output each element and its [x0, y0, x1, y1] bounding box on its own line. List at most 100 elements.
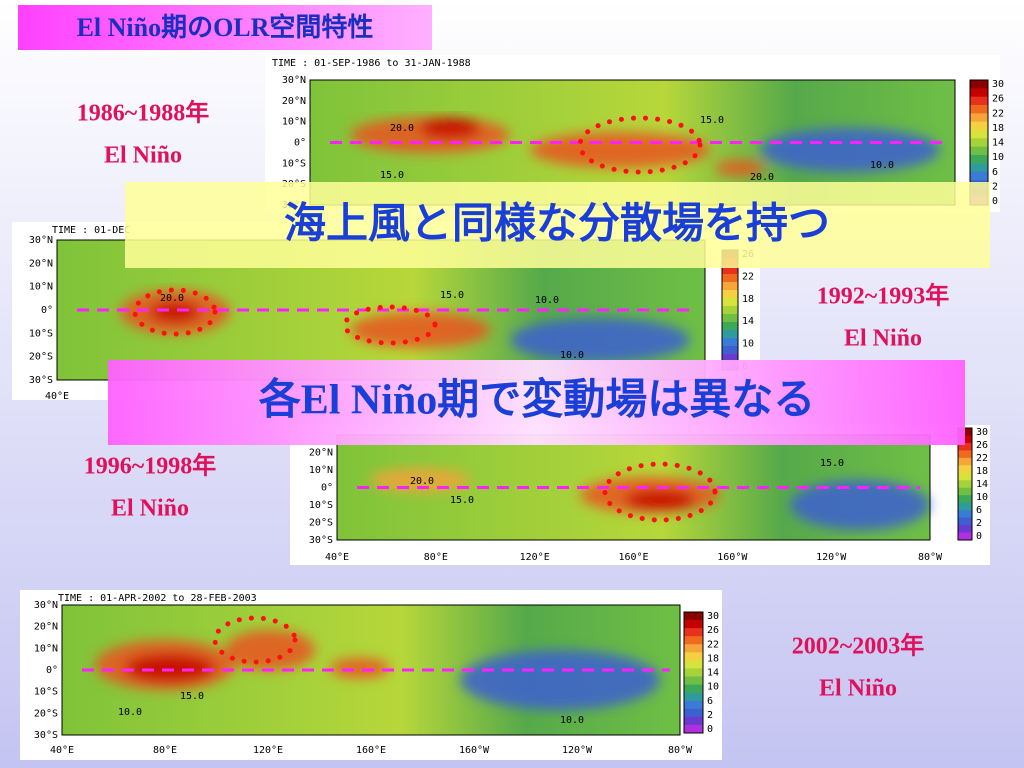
contour-label: 15.0 — [380, 170, 404, 181]
colorbar-cell — [958, 532, 972, 541]
colorbar-label: 10 — [992, 152, 1004, 163]
colorbar-cell — [958, 517, 972, 526]
colorbar-cell — [684, 700, 703, 710]
contour-label: 10.0 — [870, 160, 894, 171]
colorbar-label: 22 — [976, 453, 988, 464]
lat-label: 20°N — [282, 96, 306, 107]
colorbar-cell — [958, 487, 972, 496]
contour-label: 10.0 — [118, 707, 142, 718]
lat-label: 0° — [46, 665, 58, 676]
colorbar-cell — [684, 612, 703, 621]
colorbar-label: 22 — [742, 271, 754, 282]
olr-blob — [510, 318, 690, 362]
lat-label: 0° — [321, 483, 333, 494]
colorbar-label: 22 — [992, 108, 1004, 119]
slide-title: El Niño期のOLR空間特性 — [77, 12, 374, 42]
olr-blob — [225, 630, 315, 670]
colorbar-cell — [684, 628, 703, 637]
colorbar-cell — [970, 171, 988, 181]
contour-label: 10.0 — [535, 295, 559, 306]
colorbar-cell — [958, 450, 972, 459]
colorbar-cell — [970, 80, 988, 89]
olr-blob — [760, 128, 940, 172]
colorbar-cell — [958, 510, 972, 519]
colorbar-label: 30 — [707, 611, 719, 622]
period-label: 1996~1998年 — [84, 452, 216, 480]
colorbar-label: 26 — [707, 625, 719, 636]
colorbar-label: 6 — [992, 167, 998, 178]
map-blobs — [120, 290, 690, 362]
lat-label: 20°S — [29, 352, 53, 363]
colorbar-cell — [722, 266, 738, 275]
lat-label: 0° — [41, 305, 53, 316]
colorbar-cell — [684, 684, 703, 694]
lat-label: 10°N — [29, 282, 53, 293]
lon-label: 80°E — [424, 552, 448, 563]
colorbar-cell — [684, 660, 703, 669]
colorbar-label: 2 — [992, 181, 998, 192]
lat-label: 30°N — [29, 235, 53, 246]
colorbar-cell — [970, 146, 988, 156]
colorbar-cell — [958, 495, 972, 504]
lat-label: 10°N — [309, 465, 333, 476]
colorbar-cell — [722, 346, 738, 355]
colorbar-border — [683, 611, 704, 734]
colorbar-cell — [684, 644, 703, 653]
period-label: 1992~1993年 — [817, 282, 949, 310]
colorbar-cell — [684, 716, 703, 726]
colorbar-cell — [684, 708, 703, 718]
map-panel: TIME : 01-APR-2002 to 28-FEB-200330°N20°… — [20, 590, 722, 760]
colorbar-cell — [722, 282, 738, 291]
colorbar-cell — [958, 465, 972, 474]
olr-blob — [350, 312, 490, 348]
contour-label: 15.0 — [450, 495, 474, 506]
contour-label: 15.0 — [440, 290, 464, 301]
lat-label: 30°S — [29, 375, 53, 386]
colorbar-cell — [722, 330, 738, 339]
highlight-ring — [577, 115, 703, 175]
event-label: El Niño — [819, 676, 897, 702]
colorbar-cell — [970, 113, 988, 123]
lon-label: 80°W — [668, 745, 693, 756]
lon-label: 120°W — [562, 745, 593, 756]
colorbar-label: 10 — [707, 682, 719, 693]
colorbar-cell — [722, 290, 738, 299]
lon-label: 120°W — [816, 552, 847, 563]
colorbar-label: 14 — [742, 316, 754, 327]
lon-label: 80°E — [153, 745, 177, 756]
contour-label: 15.0 — [180, 691, 204, 702]
colorbar-cell — [970, 130, 988, 139]
contour-label: 20.0 — [410, 476, 434, 487]
lon-label: 80°W — [918, 552, 943, 563]
colorbar-label: 18 — [992, 123, 1004, 134]
colorbar-label: 0 — [976, 531, 982, 542]
lon-label: 160°E — [618, 552, 648, 563]
colorbar-label: 10 — [976, 492, 988, 503]
colorbar-cell — [684, 676, 703, 686]
colorbar-label: 26 — [992, 94, 1004, 105]
colorbar-label: 30 — [992, 79, 1004, 90]
map-panel: TIME : 01-SEP-1986 to 31-JAN-198830°N20°… — [265, 55, 1004, 212]
overlay-box — [125, 182, 990, 268]
lat-label: 10°S — [29, 328, 53, 339]
lon-label: 160°W — [717, 552, 748, 563]
map-border — [61, 604, 681, 736]
olr-blob — [625, 490, 695, 510]
map-panel: 20°N 10°N 0° 10°S 20°S 30°S 40°E 80°E 120°E 160°E… — [290, 425, 990, 565]
overlay-text: 海上風と同様な分散場を持つ — [284, 201, 830, 248]
lat-label: 20°S — [34, 708, 58, 719]
overlay-text: 各El Niño期で変動場は異なる — [259, 376, 816, 424]
lon-label: 160°W — [459, 745, 490, 756]
colorbar-cell — [970, 163, 988, 173]
olr-blob — [330, 658, 390, 678]
colorbar-label: 18 — [976, 466, 988, 477]
colorbar-cell — [970, 138, 988, 148]
colorbar-label: 14 — [992, 138, 1004, 149]
colorbar-cell — [684, 724, 703, 734]
highlight-ring — [132, 287, 218, 337]
contour-label: 20.0 — [750, 172, 774, 183]
contour-label: 20.0 — [160, 293, 184, 304]
lat-label: 20°N — [309, 448, 333, 459]
colorbar-cell — [722, 314, 738, 323]
